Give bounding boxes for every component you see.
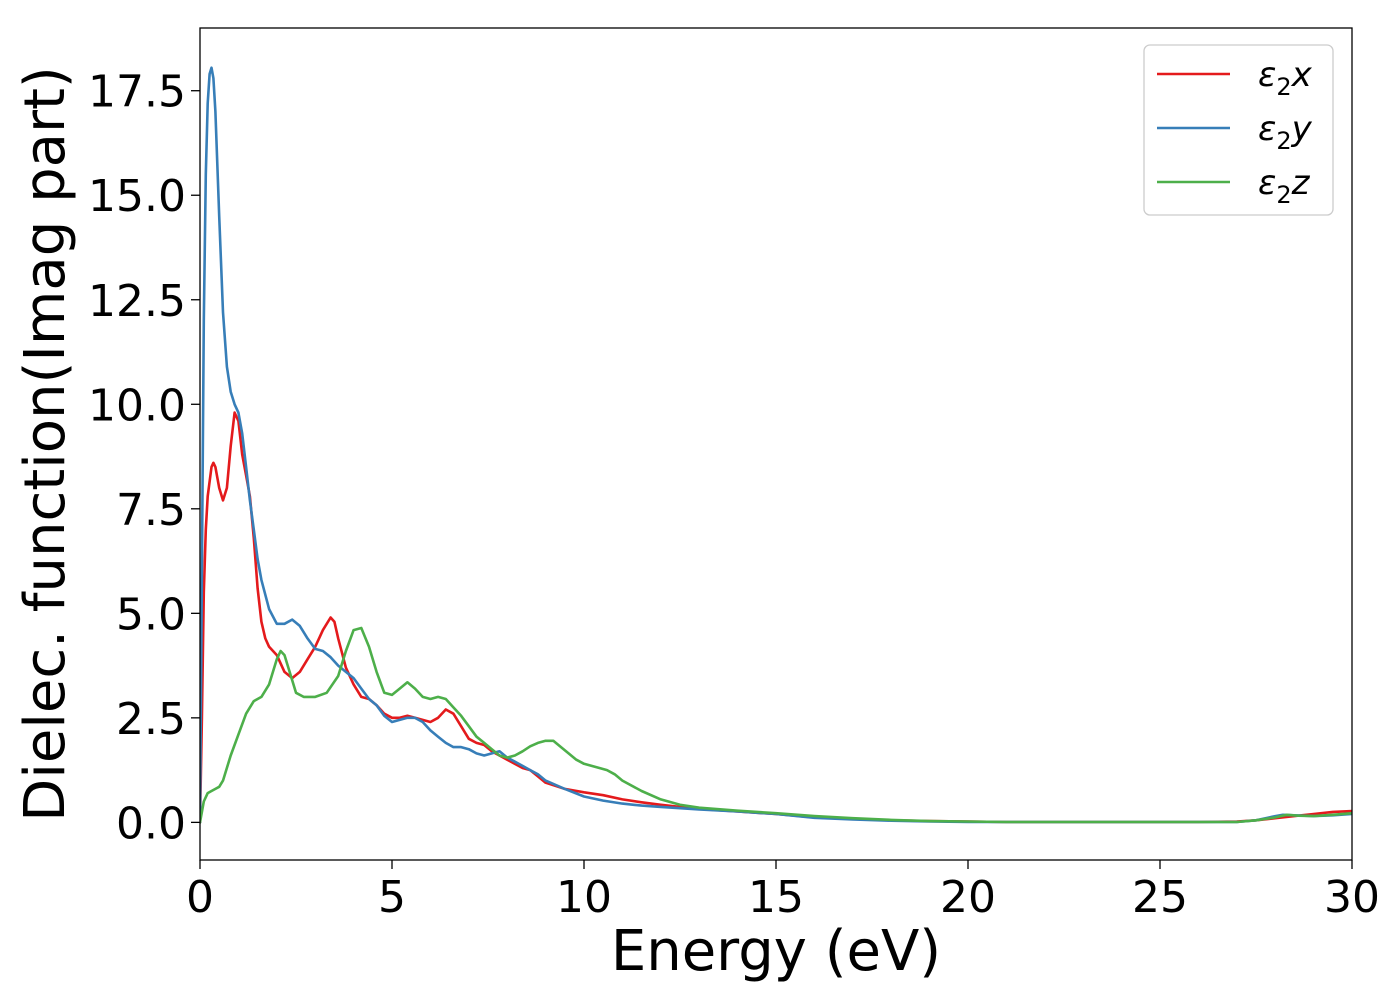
y-tick-label: 0.0 xyxy=(116,798,186,849)
y-tick-label: 2.5 xyxy=(116,694,186,745)
legend-label: ε2z xyxy=(1258,163,1311,209)
legend-label-subscript: 2 xyxy=(1276,181,1291,209)
legend-label: ε2y xyxy=(1258,109,1313,155)
x-tick-label: 25 xyxy=(1132,872,1188,923)
y-axis-label: Dielec. function(Imag part) xyxy=(13,66,78,822)
y-axis: 0.0 2.5 5.0 7.5 10.0 12.5 15.0 17.5 xyxy=(88,67,200,849)
y-tick-label: 10.0 xyxy=(88,380,186,431)
y-tick-label: 15.0 xyxy=(88,171,186,222)
y-tick-label: 7.5 xyxy=(116,485,186,536)
y-tick-label: 17.5 xyxy=(88,67,186,118)
y-tick-label: 5.0 xyxy=(116,589,186,640)
legend-label-suffix: x xyxy=(1291,55,1313,95)
series-line-x xyxy=(200,411,1352,824)
legend-item-y: ε2y xyxy=(1157,109,1313,155)
series-line-z xyxy=(200,626,1352,824)
legend-box xyxy=(1143,44,1334,216)
y-tick-label: 12.5 xyxy=(88,276,186,327)
legend-label-main: ε xyxy=(1258,163,1276,203)
legend-label-subscript: 2 xyxy=(1276,73,1291,101)
series-layer xyxy=(200,66,1352,824)
legend-label-suffix: y xyxy=(1291,109,1313,149)
x-axis-label: Energy (eV) xyxy=(611,919,941,984)
legend-item-z: ε2z xyxy=(1157,163,1311,209)
legend-label-main: ε xyxy=(1258,55,1276,95)
x-tick-label: 15 xyxy=(748,872,804,923)
x-axis: 0 5 10 15 20 25 30 xyxy=(186,860,1380,923)
legend-label: ε2x xyxy=(1258,55,1313,101)
x-tick-label: 20 xyxy=(940,872,996,923)
legend-label-suffix: z xyxy=(1291,163,1311,203)
x-tick-label: 10 xyxy=(556,872,612,923)
legend-label-subscript: 2 xyxy=(1276,127,1291,155)
x-tick-label: 5 xyxy=(378,872,406,923)
legend-item-x: ε2x xyxy=(1157,55,1313,101)
x-tick-label: 0 xyxy=(186,872,214,923)
x-tick-label: 30 xyxy=(1324,872,1380,923)
legend-label-main: ε xyxy=(1258,109,1276,149)
